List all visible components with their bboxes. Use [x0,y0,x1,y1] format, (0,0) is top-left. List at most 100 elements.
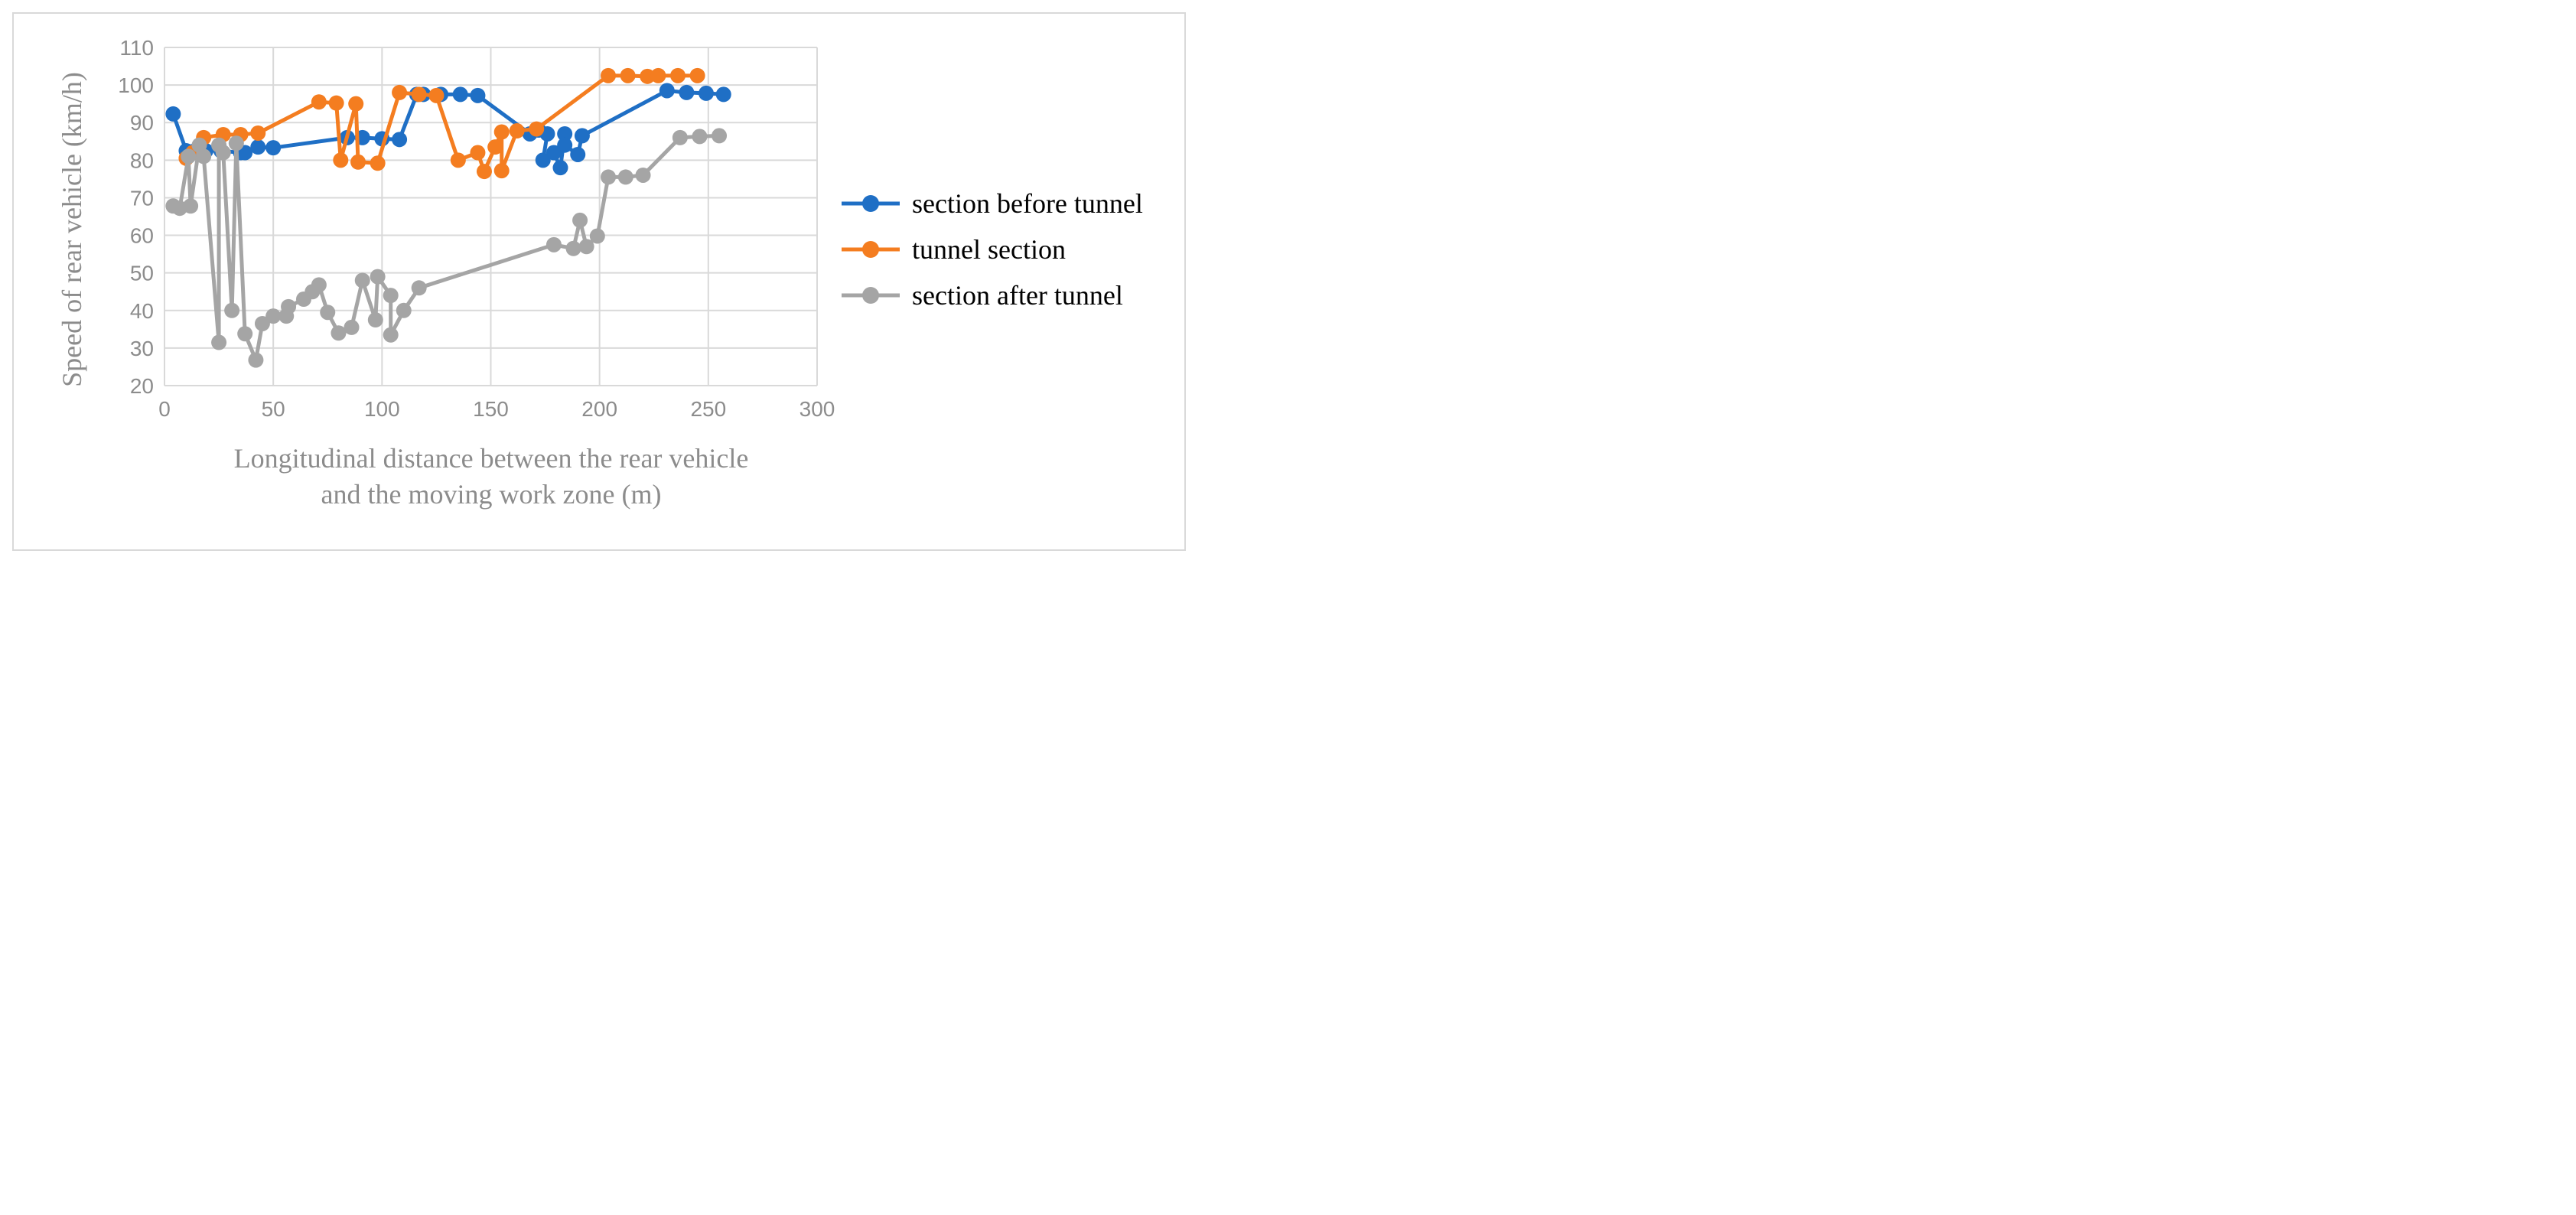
data-point [493,163,510,179]
legend-marker [862,195,879,212]
data-point [635,167,651,183]
data-point [557,137,573,153]
data-point [348,96,364,112]
series-section-after-tunnel [165,128,728,368]
data-point [570,146,586,162]
x-axis-ticks: 0 50 100 150 200 250 300 [158,397,835,421]
data-point [224,302,240,318]
data-point [350,154,366,170]
data-point [367,312,383,328]
data-point [165,106,181,122]
data-point [383,327,399,343]
x-tick-label: 0 [158,397,171,421]
data-point [320,305,336,321]
y-tick-label: 50 [130,262,154,285]
data-point [331,325,347,341]
series-layer [165,67,731,368]
data-point [211,334,227,350]
data-point [589,228,605,244]
data-point [311,94,327,110]
data-point [411,280,427,296]
legend-marker [862,241,879,258]
data-point [196,148,212,164]
data-point [470,87,486,103]
chart-frame: 20 30 40 50 60 70 80 90 100 110 0 50 100 150 200 250 30… [12,12,1186,551]
data-point [370,269,386,285]
data-point [692,129,708,145]
y-axis-ticks: 20 30 40 50 60 70 80 90 100 110 [118,36,154,398]
speed-distance-chart: 20 30 40 50 60 70 80 90 100 110 0 50 100 150 200 250 30… [57,36,1143,510]
legend-label: tunnel section [912,234,1066,265]
data-point [689,67,705,83]
data-point [535,152,551,168]
data-point [265,308,282,324]
data-point [715,86,731,103]
data-point [311,277,327,293]
data-point [509,123,525,139]
data-point [250,125,266,141]
data-point [712,128,728,144]
legend-label: section before tunnel [912,188,1143,219]
legend-item: section after tunnel [842,280,1123,311]
data-point [572,212,588,228]
data-point [228,135,244,151]
data-point [344,319,360,335]
y-tick-label: 20 [130,374,154,398]
x-axis-title-line-2: and the moving work zone (m) [321,479,662,510]
x-tick-label: 300 [800,397,835,421]
data-point [529,121,545,137]
data-point [265,140,282,156]
x-tick-label: 50 [262,397,285,421]
data-point [557,125,573,142]
data-point [670,67,686,83]
data-point [552,160,568,176]
data-point [183,198,199,214]
x-tick-label: 150 [473,397,509,421]
x-tick-label: 250 [690,397,726,421]
data-point [254,315,270,331]
legend-label: section after tunnel [912,280,1123,311]
x-tick-label: 200 [581,397,617,421]
data-point [370,155,386,171]
y-tick-label: 60 [130,224,154,248]
y-tick-label: 80 [130,148,154,172]
legend-marker [862,287,879,304]
y-tick-label: 40 [130,299,154,323]
data-point [450,152,466,168]
y-tick-label: 90 [130,111,154,135]
data-point [679,84,695,100]
data-point [659,83,675,99]
y-tick-label: 30 [130,337,154,360]
x-tick-label: 100 [364,397,400,421]
data-point [493,124,510,140]
data-point [328,95,344,111]
y-axis-title: Speed of rear vehicle (km/h) [57,72,87,387]
data-point [565,240,581,256]
data-point [396,302,412,318]
data-point [250,139,266,155]
data-point [650,67,666,83]
data-point [281,298,297,314]
data-point [470,145,486,161]
data-point [428,87,445,103]
y-tick-label: 70 [130,186,154,210]
data-point [333,152,349,168]
data-point [411,86,427,103]
x-axis-title-line-1: Longitudinal distance between the rear v… [234,443,749,474]
data-point [392,84,408,100]
data-point [545,236,562,252]
y-tick-label: 110 [119,36,154,60]
data-point [476,164,492,180]
data-point [181,148,197,164]
data-point [698,85,714,101]
data-point [672,129,688,145]
data-point [601,67,617,83]
data-point [601,169,617,185]
data-point [248,352,264,368]
y-tick-label: 100 [118,73,154,97]
data-point [354,272,370,288]
data-point [545,145,562,161]
legend-item: tunnel section [842,234,1066,265]
legend-item: section before tunnel [842,188,1143,219]
data-point [383,288,399,304]
